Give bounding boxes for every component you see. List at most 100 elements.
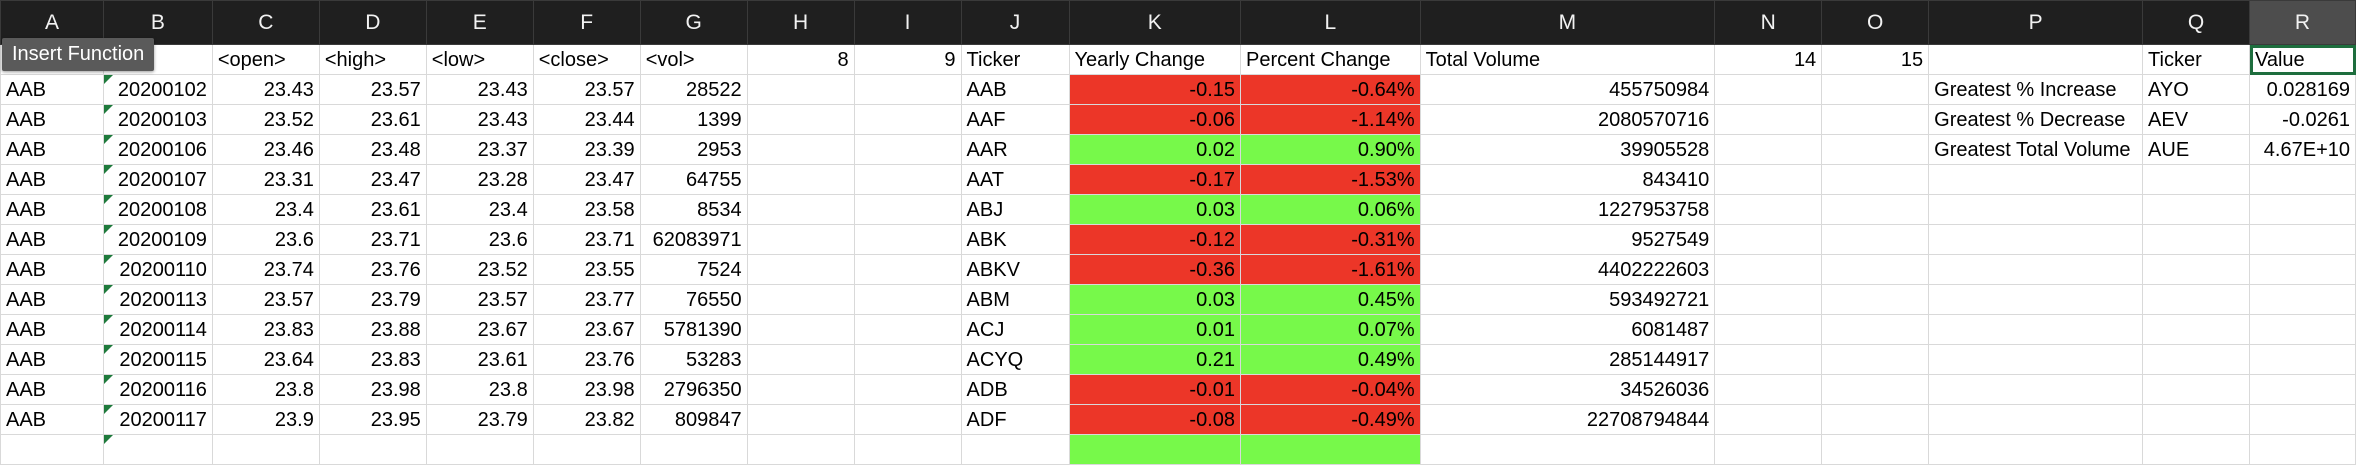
cell-b[interactable]	[102, 434, 213, 465]
cell-f[interactable]: 23.58	[532, 194, 641, 225]
cell-d[interactable]: 23.48	[318, 134, 427, 165]
cell-b[interactable]: 20200108	[102, 194, 213, 225]
cell-a[interactable]: AAB	[0, 404, 104, 435]
cell-d[interactable]: 23.61	[318, 194, 427, 225]
cell-d[interactable]: 23.76	[318, 254, 427, 285]
cell-n[interactable]	[1714, 314, 1823, 345]
header-cell-r[interactable]: Value	[2249, 44, 2356, 75]
cell-b[interactable]: 20200117	[102, 404, 213, 435]
cell-n[interactable]	[1714, 344, 1823, 375]
cell-l[interactable]: -0.64%	[1240, 74, 1421, 105]
cell-k[interactable]: 0.03	[1068, 284, 1242, 315]
cell-p[interactable]	[1928, 434, 2144, 465]
cell-r[interactable]: 4.67E+10	[2249, 134, 2356, 165]
cell-o[interactable]	[1821, 74, 1930, 105]
cell-n[interactable]	[1714, 74, 1823, 105]
cell-h[interactable]	[746, 254, 855, 285]
column-header-q[interactable]: Q	[2142, 0, 2250, 45]
cell-j[interactable]: ADB	[960, 374, 1070, 405]
column-header-d[interactable]: D	[318, 0, 427, 45]
cell-m[interactable]: 4402222603	[1419, 254, 1716, 285]
column-header-j[interactable]: J	[960, 0, 1070, 45]
cell-d[interactable]: 23.98	[318, 374, 427, 405]
cell-i[interactable]	[853, 254, 962, 285]
cell-j[interactable]: ACYQ	[960, 344, 1070, 375]
cell-o[interactable]	[1821, 104, 1930, 135]
cell-g[interactable]: 809847	[639, 404, 748, 435]
cell-g[interactable]: 28522	[639, 74, 748, 105]
header-cell-j[interactable]: Ticker	[960, 44, 1070, 75]
cell-p[interactable]	[1928, 314, 2144, 345]
column-header-a[interactable]: A	[0, 0, 104, 45]
cell-p[interactable]	[1928, 374, 2144, 405]
cell-k[interactable]: 0.01	[1068, 314, 1242, 345]
cell-e[interactable]: 23.43	[425, 104, 534, 135]
cell-g[interactable]: 64755	[639, 164, 748, 195]
column-header-m[interactable]: M	[1419, 0, 1716, 45]
cell-c[interactable]: 23.31	[211, 164, 320, 195]
cell-k[interactable]: -0.17	[1068, 164, 1242, 195]
cell-c[interactable]: 23.4	[211, 194, 320, 225]
cell-n[interactable]	[1714, 224, 1823, 255]
cell-k[interactable]	[1068, 434, 1242, 465]
header-cell-f[interactable]: <close>	[532, 44, 641, 75]
cell-i[interactable]	[853, 104, 962, 135]
cell-a[interactable]: AAB	[0, 194, 104, 225]
cell-o[interactable]	[1821, 434, 1930, 465]
cell-b[interactable]: 20200103	[102, 104, 213, 135]
cell-l[interactable]	[1240, 434, 1421, 465]
header-cell-e[interactable]: <low>	[425, 44, 534, 75]
cell-k[interactable]: -0.15	[1068, 74, 1242, 105]
cell-d[interactable]: 23.79	[318, 284, 427, 315]
cell-m[interactable]: 1227953758	[1419, 194, 1716, 225]
insert-function-tooltip[interactable]: Insert Function	[2, 38, 155, 71]
cell-j[interactable]: ABK	[960, 224, 1070, 255]
cell-h[interactable]	[746, 164, 855, 195]
cell-k[interactable]: -0.01	[1068, 374, 1242, 405]
cell-i[interactable]	[853, 284, 962, 315]
cell-d[interactable]: 23.83	[318, 344, 427, 375]
cell-i[interactable]	[853, 344, 962, 375]
cell-g[interactable]: 53283	[639, 344, 748, 375]
cell-j[interactable]: ADF	[960, 404, 1070, 435]
cell-p[interactable]	[1928, 284, 2144, 315]
cell-c[interactable]: 23.8	[211, 374, 320, 405]
cell-g[interactable]: 62083971	[639, 224, 748, 255]
cell-l[interactable]: -0.31%	[1240, 224, 1421, 255]
cell-a[interactable]: AAB	[0, 104, 104, 135]
cell-e[interactable]: 23.57	[425, 284, 534, 315]
cell-i[interactable]	[853, 374, 962, 405]
cell-m[interactable]: 593492721	[1419, 284, 1716, 315]
cell-i[interactable]	[853, 134, 962, 165]
cell-d[interactable]: 23.88	[318, 314, 427, 345]
cell-l[interactable]: 0.45%	[1240, 284, 1421, 315]
cell-o[interactable]	[1821, 164, 1930, 195]
cell-h[interactable]	[746, 374, 855, 405]
cell-a[interactable]: AAB	[0, 134, 104, 165]
cell-c[interactable]: 23.6	[211, 224, 320, 255]
cell-m[interactable]: 39905528	[1419, 134, 1716, 165]
cell-g[interactable]: 76550	[639, 284, 748, 315]
column-header-h[interactable]: H	[746, 0, 855, 45]
cell-c[interactable]: 23.9	[211, 404, 320, 435]
cell-c[interactable]: 23.74	[211, 254, 320, 285]
cell-k[interactable]: 0.03	[1068, 194, 1242, 225]
cell-e[interactable]: 23.6	[425, 224, 534, 255]
cell-j[interactable]: AAT	[960, 164, 1070, 195]
cell-r[interactable]	[2249, 344, 2356, 375]
cell-k[interactable]: 0.02	[1068, 134, 1242, 165]
cell-j[interactable]: ABJ	[960, 194, 1070, 225]
cell-g[interactable]: 5781390	[639, 314, 748, 345]
cell-r[interactable]	[2249, 194, 2356, 225]
cell-n[interactable]	[1714, 254, 1823, 285]
cell-i[interactable]	[853, 314, 962, 345]
cell-r[interactable]: 0.028169	[2249, 74, 2356, 105]
cell-p[interactable]	[1928, 194, 2144, 225]
cell-m[interactable]: 285144917	[1419, 344, 1716, 375]
column-header-n[interactable]: N	[1714, 0, 1823, 45]
column-header-b[interactable]: B	[102, 0, 213, 45]
cell-q[interactable]: AEV	[2142, 104, 2250, 135]
cell-q[interactable]: AUE	[2142, 134, 2250, 165]
cell-r[interactable]	[2249, 404, 2356, 435]
cell-r[interactable]	[2249, 314, 2356, 345]
